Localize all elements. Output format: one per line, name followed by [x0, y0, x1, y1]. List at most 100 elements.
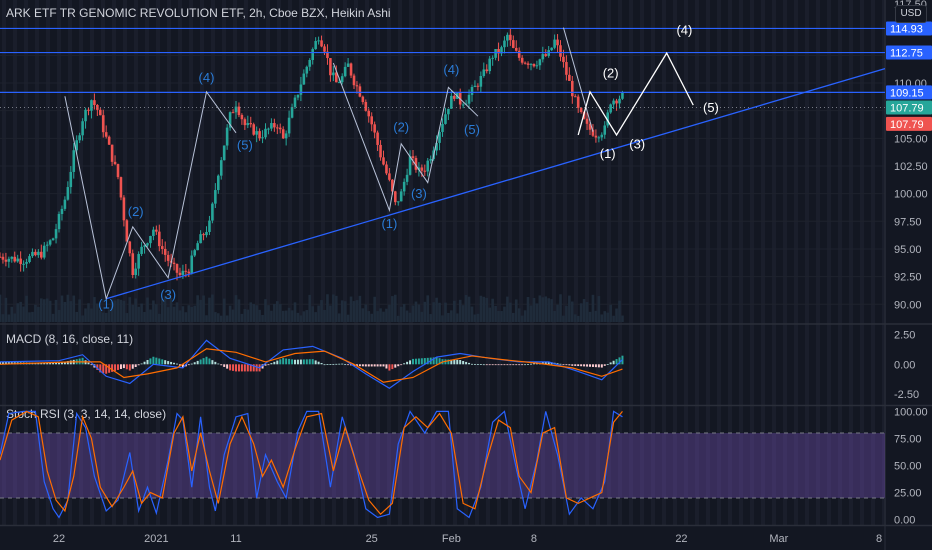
volume-bar	[0, 294, 2, 322]
volume-bar	[34, 304, 37, 322]
macd-hist-bar	[547, 361, 550, 365]
candle	[255, 126, 258, 143]
volume-bar	[225, 315, 229, 322]
macd-hist-bar	[515, 364, 518, 366]
wave-label: (3)	[629, 136, 645, 151]
candle	[615, 98, 618, 111]
macd-hist-bar	[353, 364, 355, 366]
grid-stripe	[222, 0, 226, 525]
volume-bar	[376, 311, 379, 322]
volume-bar	[290, 310, 294, 322]
macd-hist-bar	[376, 364, 379, 367]
candle	[25, 258, 28, 269]
volume-bar	[305, 310, 309, 322]
grid-stripe	[475, 0, 479, 525]
candle-body	[57, 214, 61, 230]
volume-bar	[532, 297, 536, 322]
candle	[116, 163, 120, 180]
macd-hist-bar	[223, 364, 226, 367]
candle-body	[591, 129, 595, 136]
candle	[399, 188, 403, 202]
macd-hist-bar	[518, 364, 521, 366]
macd-hist-bar	[571, 364, 574, 366]
wave-label: (3)	[411, 186, 427, 201]
candle-body	[219, 160, 223, 176]
macd-hist-bar	[556, 363, 559, 365]
candle	[332, 65, 335, 82]
macd-hist-bar	[164, 360, 167, 365]
candle-body	[435, 142, 438, 151]
candle-body	[193, 250, 196, 256]
candle	[376, 130, 379, 151]
candle-body	[618, 98, 621, 104]
macd-hist-bar	[591, 364, 594, 367]
grid-stripe	[673, 0, 677, 525]
wave-label: (3)	[160, 287, 176, 302]
candle	[278, 123, 282, 134]
candle	[122, 195, 126, 227]
candle	[326, 44, 329, 65]
macd-hist-bar	[612, 360, 615, 365]
grid-stripe	[277, 0, 281, 525]
candle	[40, 244, 43, 260]
volume-bar	[40, 298, 43, 322]
candle	[287, 110, 291, 137]
candle-body	[208, 220, 211, 232]
volume-bar	[535, 303, 539, 322]
volume-bar	[444, 302, 447, 322]
grid-stripe	[288, 0, 292, 525]
candle-body	[391, 179, 394, 192]
macd-hist-bar	[49, 362, 52, 365]
candle-body	[314, 40, 317, 50]
candle	[435, 135, 438, 156]
volume-bar	[340, 300, 344, 322]
volume-bar	[538, 295, 542, 322]
macd-hist-bar	[161, 359, 164, 365]
candle	[559, 40, 562, 62]
macd-hist-bar	[388, 364, 391, 371]
candle	[19, 251, 22, 272]
macd-hist-bar	[181, 364, 184, 368]
candle	[246, 115, 250, 129]
candle-body	[258, 131, 261, 139]
grid-stripe	[706, 0, 710, 525]
volume-bar	[332, 294, 335, 322]
volume-bar	[323, 309, 326, 322]
volume-bar	[228, 305, 232, 322]
stoch-tick-label: 50.00	[894, 461, 922, 473]
grid-stripe	[398, 0, 402, 525]
candle	[60, 205, 64, 221]
price-tag-label: 107.79	[890, 119, 924, 131]
candle	[394, 190, 397, 206]
grid-stripe	[200, 0, 204, 525]
candle	[284, 130, 288, 146]
grid-stripe	[79, 0, 83, 525]
candle	[149, 235, 152, 248]
grid-stripe	[695, 0, 699, 525]
candle-body	[28, 256, 31, 263]
macd-hist-bar	[7, 362, 10, 365]
macd-hist-bar	[358, 364, 361, 367]
macd-hist-bar	[205, 356, 208, 365]
candle	[193, 248, 196, 258]
volume-bar	[426, 295, 430, 322]
volume-bar	[134, 298, 137, 322]
candle	[54, 223, 58, 244]
candle	[261, 130, 264, 144]
candle	[441, 118, 444, 137]
volume-bar	[187, 305, 191, 322]
candle	[57, 211, 61, 233]
currency-button[interactable]: USD	[895, 5, 927, 23]
macd-hist-bar	[426, 357, 429, 365]
background-grid	[0, 0, 885, 525]
candle	[405, 168, 409, 186]
stoch-tick-label: 75.00	[894, 433, 922, 445]
macd-hist-bar	[512, 364, 515, 366]
macd-hist-bar	[559, 363, 562, 365]
volume-bar	[93, 297, 96, 322]
candle-body	[438, 131, 441, 143]
macd-hist-bar	[246, 364, 249, 372]
macd-hist-bar	[491, 364, 494, 366]
price-tag: 107.79	[886, 116, 932, 131]
